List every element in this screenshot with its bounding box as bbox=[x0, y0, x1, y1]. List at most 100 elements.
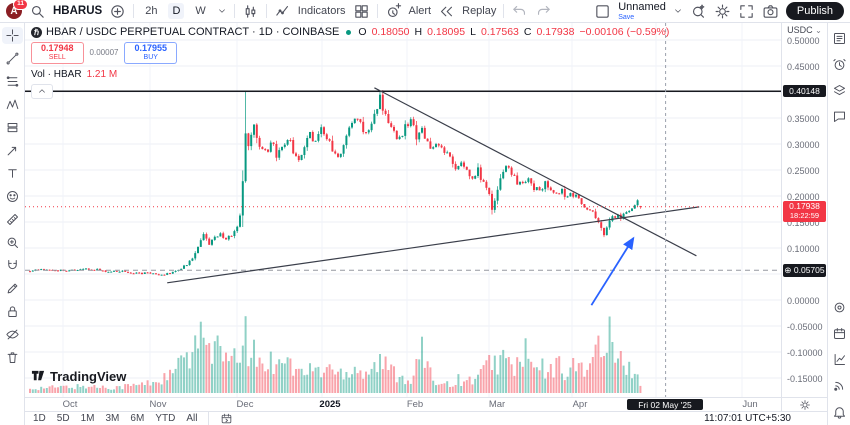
notification-badge: 11 bbox=[13, 0, 28, 10]
grid-layout-icon[interactable] bbox=[353, 3, 370, 20]
publish-button[interactable]: Publish bbox=[785, 2, 844, 20]
annotation-arrow[interactable] bbox=[590, 236, 635, 306]
price-level-label[interactable]: ⊕ 0.05705 bbox=[783, 264, 826, 278]
top-toolbar: A 11 HBARUS 2h D W Indicators Alert Repl… bbox=[0, 0, 850, 23]
timeframe-1d-button[interactable]: D bbox=[168, 3, 185, 19]
watchlist-icon[interactable] bbox=[832, 31, 847, 46]
close-value: 0.17938 bbox=[536, 26, 575, 38]
layout-menu-caret-icon[interactable] bbox=[673, 6, 683, 16]
alerts-clock-icon[interactable] bbox=[832, 57, 847, 72]
notifications-bell-icon[interactable] bbox=[832, 404, 847, 419]
last-price-value: 0.17938 bbox=[789, 200, 820, 211]
symbol-search-button[interactable]: HBARUS bbox=[53, 5, 103, 17]
replay-button[interactable]: Replay bbox=[462, 5, 497, 17]
trend-line-tool-icon bbox=[5, 51, 20, 66]
legend-collapse-button[interactable] bbox=[31, 83, 53, 99]
alert-plus-icon[interactable] bbox=[385, 2, 402, 20]
replay-icon[interactable] bbox=[438, 3, 455, 20]
search-icon[interactable] bbox=[29, 3, 46, 20]
emoji-tool-button[interactable] bbox=[2, 188, 23, 205]
trend-line-tool-button[interactable] bbox=[2, 50, 23, 67]
clock-timezone[interactable]: 11:07:01 UTC+5:30 bbox=[704, 413, 791, 424]
divider bbox=[133, 4, 135, 18]
timeframe-2h-button[interactable]: 2h bbox=[145, 5, 158, 17]
text-tool-button[interactable] bbox=[2, 165, 23, 182]
right-sidebar bbox=[827, 23, 850, 425]
price-tick: 0.30000 bbox=[787, 139, 820, 150]
quick-search-icon[interactable] bbox=[690, 3, 707, 20]
tradingview-logo[interactable]: TradingView bbox=[31, 369, 126, 384]
hide-all-drawings-button[interactable] bbox=[2, 326, 23, 343]
last-price-label[interactable]: 0.17938 18:22:59 bbox=[783, 200, 826, 223]
emoji-tool-icon bbox=[5, 189, 20, 204]
compare-add-symbol-icon[interactable] bbox=[109, 3, 126, 20]
chat-icon[interactable] bbox=[832, 109, 847, 124]
range-ytd-button[interactable]: YTD bbox=[155, 413, 176, 424]
user-avatar[interactable]: A 11 bbox=[6, 0, 28, 19]
streams-icon[interactable] bbox=[832, 378, 847, 393]
symbol-title[interactable]: HBAR / USDC PERPETUAL CONTRACT · 1D · CO… bbox=[46, 26, 340, 38]
range-1d-button[interactable]: 1D bbox=[33, 413, 46, 424]
fib-retracement-tool-button[interactable] bbox=[2, 73, 23, 90]
lock-all-drawings-button[interactable] bbox=[2, 303, 23, 320]
remove-drawings-trash-button[interactable] bbox=[2, 349, 23, 366]
price-level-label[interactable]: 0.40148 bbox=[783, 85, 826, 98]
price-tick: 0.00000 bbox=[787, 295, 820, 306]
range-5d-button[interactable]: 5D bbox=[56, 413, 70, 424]
indicators-button[interactable]: Indicators bbox=[297, 5, 346, 17]
calendar-icon[interactable] bbox=[832, 326, 847, 341]
market-status-dot bbox=[346, 29, 352, 35]
zoom-in-tool-button[interactable] bbox=[2, 234, 23, 251]
ideas-icon[interactable] bbox=[832, 352, 847, 367]
alert-button[interactable]: Alert bbox=[408, 5, 432, 17]
price-tick: 0.20000 bbox=[787, 191, 820, 202]
magnet-mode-button[interactable] bbox=[2, 257, 23, 274]
ascending-trendline[interactable] bbox=[167, 206, 700, 284]
tradingview-logo-icon bbox=[31, 370, 45, 381]
price-tick: 0.15000 bbox=[787, 217, 820, 228]
chart-pane[interactable]: ℏ HBAR / USDC PERPETUAL CONTRACT · 1D · … bbox=[25, 23, 781, 397]
tradingview-logo-text: TradingView bbox=[50, 369, 127, 384]
timeframe-menu-caret-icon[interactable] bbox=[217, 6, 227, 16]
layout-checkbox-icon[interactable] bbox=[594, 3, 611, 20]
divider bbox=[376, 4, 378, 18]
range-6m-button[interactable]: 6M bbox=[130, 413, 145, 424]
save-link[interactable]: Save bbox=[618, 13, 635, 21]
descending-trendline[interactable] bbox=[374, 87, 697, 257]
redo-icon[interactable] bbox=[535, 3, 552, 20]
time-axis[interactable]: Oct Nov Dec 2025 Feb Mar Apr Jun Fri 02 May '25 bbox=[25, 398, 781, 411]
sell-button[interactable]: 0.17948 SELL bbox=[31, 42, 84, 64]
long-short-position-tool-button[interactable] bbox=[2, 119, 23, 136]
low-value: 0.17563 bbox=[480, 26, 519, 38]
buy-price: 0.17955 bbox=[134, 43, 168, 53]
chart-style-candles-icon[interactable] bbox=[242, 3, 259, 20]
timeframe-1w-button[interactable]: W bbox=[195, 5, 206, 17]
snapshot-camera-icon[interactable] bbox=[762, 3, 779, 20]
forecast-arrow-tool-icon bbox=[5, 143, 20, 158]
range-1m-button[interactable]: 1M bbox=[80, 413, 95, 424]
object-tree-icon[interactable] bbox=[832, 83, 847, 98]
text-tool-icon bbox=[5, 166, 20, 181]
hotlists-target-icon[interactable] bbox=[832, 300, 847, 315]
measure-ruler-tool-icon bbox=[5, 212, 20, 227]
crosshair-tool-button[interactable] bbox=[1, 27, 23, 44]
axis-settings-gear-icon[interactable] bbox=[799, 399, 811, 411]
forecast-arrow-tool-button[interactable] bbox=[2, 142, 23, 159]
range-3m-button[interactable]: 3M bbox=[105, 413, 120, 424]
layout-name: Unnamed bbox=[618, 0, 666, 13]
xabcd-pattern-tool-button[interactable] bbox=[2, 96, 23, 113]
measure-ruler-tool-button[interactable] bbox=[2, 211, 23, 228]
buy-button[interactable]: 0.17955 BUY bbox=[124, 42, 178, 64]
settings-gear-icon[interactable] bbox=[714, 3, 731, 20]
layout-name-menu[interactable]: Unnamed Save bbox=[618, 0, 666, 21]
candlestick-chart[interactable] bbox=[25, 23, 781, 397]
undo-icon[interactable] bbox=[511, 3, 528, 20]
go-to-date-icon[interactable] bbox=[220, 412, 233, 425]
price-axis[interactable]: USDC ⌄ 0.50000 0.45000 0.35000 0.30000 0.250… bbox=[781, 23, 827, 397]
indicators-icon[interactable] bbox=[274, 3, 291, 20]
xabcd-pattern-tool-icon bbox=[5, 97, 20, 112]
fullscreen-icon[interactable] bbox=[738, 3, 755, 20]
range-all-button[interactable]: All bbox=[186, 413, 198, 424]
price-axis-currency[interactable]: USDC ⌄ bbox=[787, 25, 822, 35]
drawing-mode-pencil-button[interactable] bbox=[2, 280, 23, 297]
